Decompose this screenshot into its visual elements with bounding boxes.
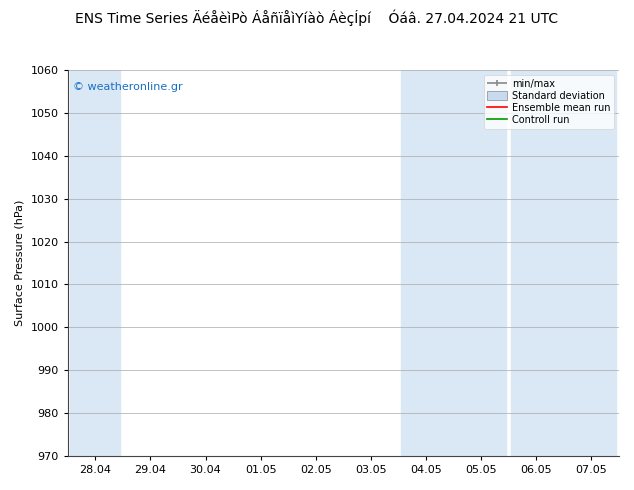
Text: © weatheronline.gr: © weatheronline.gr xyxy=(73,82,183,92)
Text: ENS Time Series ÄéåèìPò ÁåñïåìYíàò ÁèçÍpí    Óáâ. 27.04.2024 21 UTC: ENS Time Series ÄéåèìPò ÁåñïåìYíàò ÁèçÍp… xyxy=(75,10,559,26)
Bar xyxy=(70,70,120,456)
Legend: min/max, Standard deviation, Ensemble mean run, Controll run: min/max, Standard deviation, Ensemble me… xyxy=(484,75,614,128)
Bar xyxy=(401,70,506,456)
Bar xyxy=(512,70,616,456)
Y-axis label: Surface Pressure (hPa): Surface Pressure (hPa) xyxy=(15,200,25,326)
